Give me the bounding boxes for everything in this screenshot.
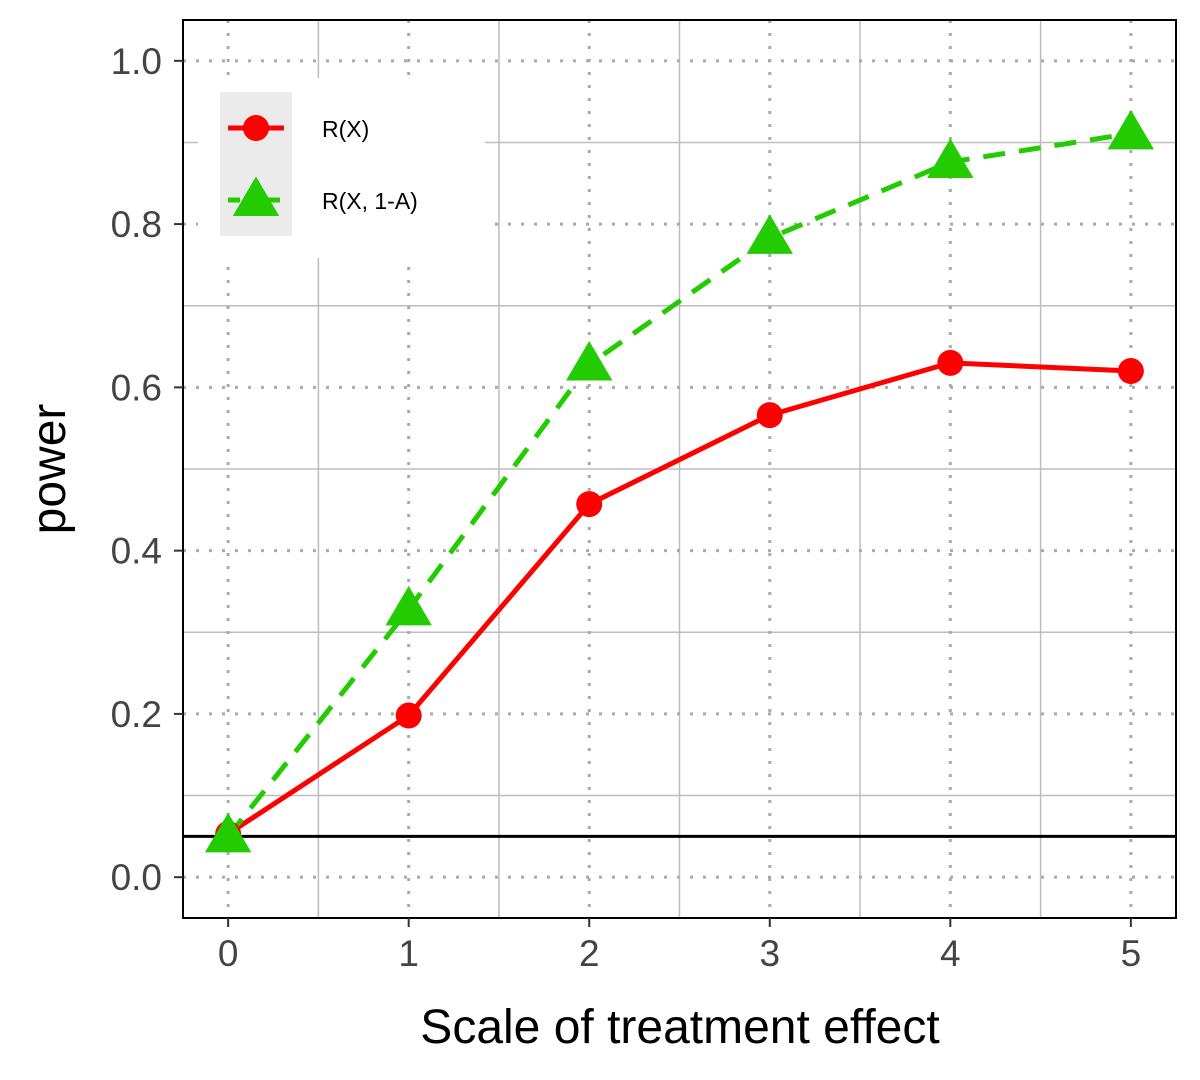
legend-label-r-x: R(X) <box>322 116 369 142</box>
legend-key-marker-r-x <box>243 115 269 141</box>
grid <box>183 20 1176 918</box>
x-tick-label: 4 <box>940 933 961 974</box>
data-point-r-x-1-a <box>385 585 432 626</box>
x-tick-label: 5 <box>1121 933 1142 974</box>
x-tick-label: 1 <box>398 933 419 974</box>
plot-panel-border <box>182 19 1177 919</box>
y-tick-label: 1.0 <box>111 41 162 82</box>
x-axis-title: Scale of treatment effect <box>420 1001 939 1054</box>
data-point-r-x-1-a <box>746 214 793 254</box>
data-point-r-x <box>576 491 603 518</box>
series-line-r-x-1-a <box>226 131 1132 838</box>
data-point-r-x-1-a <box>927 138 974 179</box>
axes: 0 1 2 3 4 5 0.0 0.2 0.4 0.6 0.8 1.0 <box>111 41 1142 974</box>
y-tick-label: 0.0 <box>111 857 162 898</box>
y-tick-label: 0.6 <box>111 367 162 408</box>
legend: R(X) R(X, 1-A) <box>198 78 485 258</box>
data-point-r-x <box>756 402 783 429</box>
data-point-r-x <box>937 349 964 376</box>
data-point-r-x-1-a <box>204 812 252 853</box>
y-axis-title: power <box>23 404 76 535</box>
x-tick-label: 3 <box>759 933 780 974</box>
data-point-r-x <box>1117 358 1144 385</box>
series-line-r-x <box>226 360 1131 837</box>
x-tick-label: 2 <box>579 933 600 974</box>
legend-key-marker-r-x-1-a <box>232 176 280 216</box>
y-tick-label: 0.8 <box>111 204 162 245</box>
data-point-r-x-1-a <box>1107 109 1155 150</box>
legend-label-r-x-1-a: R(X, 1-A) <box>322 188 418 214</box>
y-tick-label: 0.2 <box>111 694 162 735</box>
data-point-r-x <box>395 702 422 729</box>
data-point-r-x-1-a <box>566 340 613 381</box>
x-tick-label: 0 <box>218 933 239 974</box>
y-tick-label: 0.4 <box>111 531 162 572</box>
series-group <box>204 109 1155 853</box>
